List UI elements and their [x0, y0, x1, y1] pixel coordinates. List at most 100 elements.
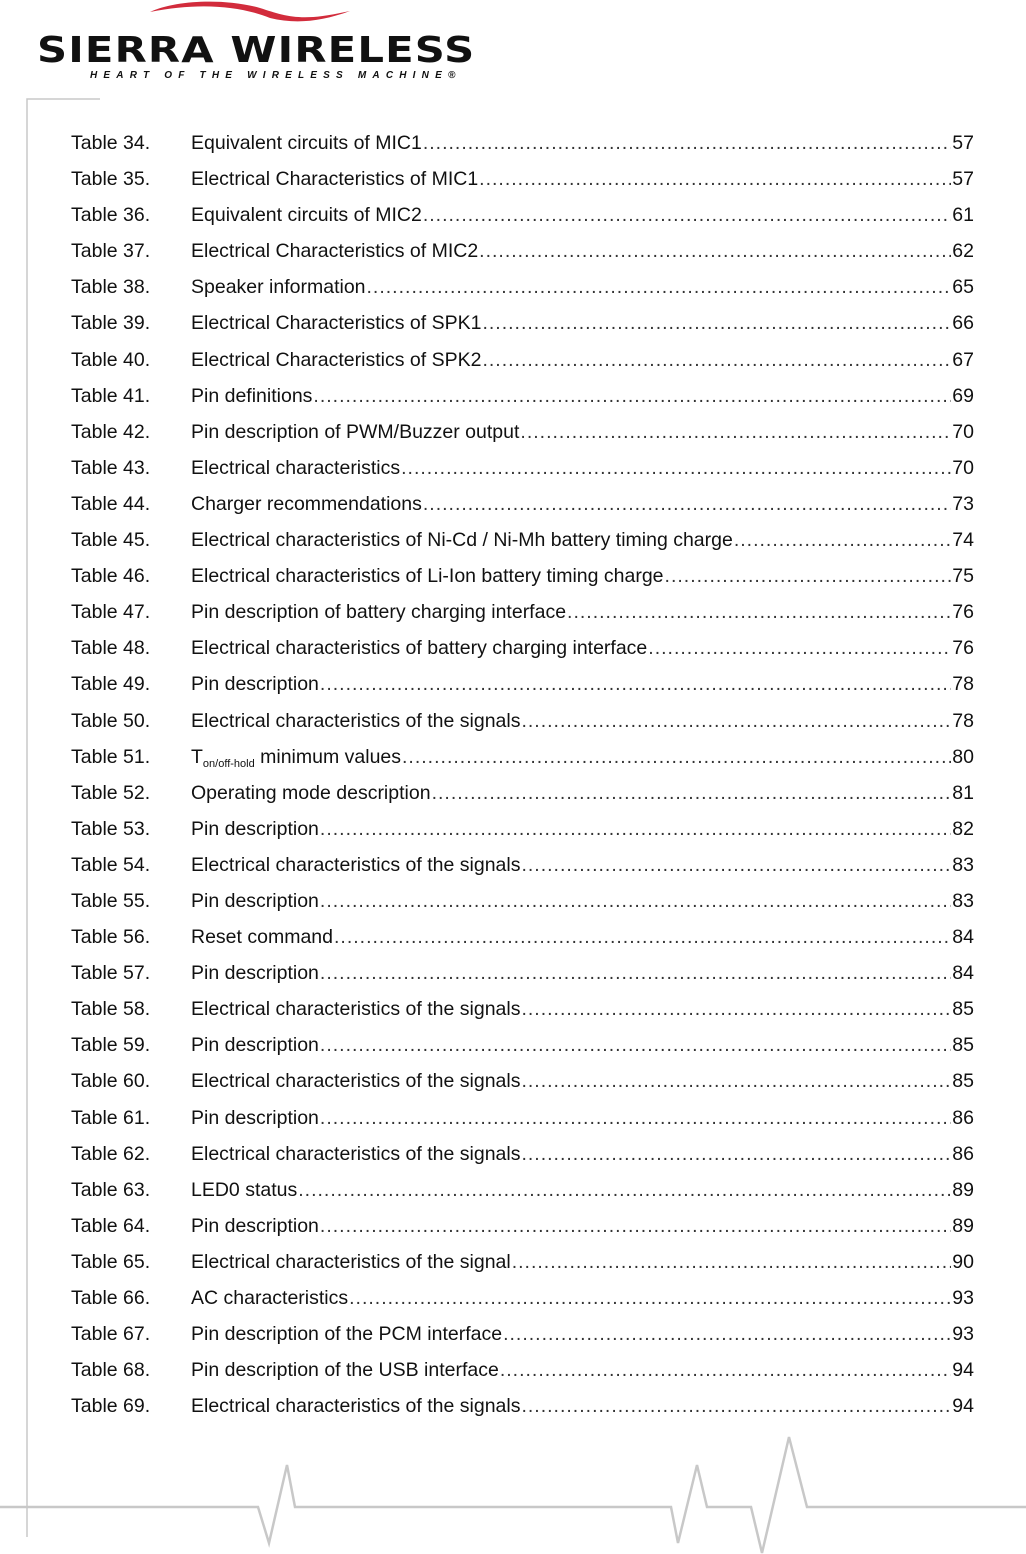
toc-entry[interactable]: Table 37. Electrical Characteristics of M… — [71, 240, 974, 276]
toc-entry[interactable]: Table 56. Reset command..................… — [71, 926, 974, 962]
toc-entry-page: 57 — [952, 132, 974, 154]
toc-entry-label: Table 46. — [71, 565, 151, 588]
toc-entry-label: Table 67. — [71, 1323, 151, 1346]
toc-entry[interactable]: Table 40. Electrical Characteristics of S… — [71, 349, 974, 385]
toc-entry-title: LED0 status — [191, 1179, 297, 1202]
toc-entry[interactable]: Table 45. Electrical characteristics of N… — [71, 529, 974, 565]
dot-leader: ........................................… — [521, 1142, 952, 1165]
toc-entry-page: 66 — [952, 312, 974, 335]
dot-leader: ........................................… — [499, 1359, 952, 1382]
toc-entry-page: 86 — [952, 1106, 974, 1129]
toc-entry[interactable]: Table 48. Electrical characteristics of b… — [71, 637, 974, 673]
toc-entry[interactable]: Table 34. Equivalent circuits of MIC1....… — [71, 132, 974, 168]
toc-entry[interactable]: Table 43. Electrical characteristics ....… — [71, 457, 974, 493]
toc-entry[interactable]: Table 42. Pin description of PWM/Buzzer o… — [71, 421, 974, 457]
toc-entry-title-text: Pin description — [191, 673, 319, 696]
toc-entry[interactable]: Table 41. Pin definitions................… — [71, 385, 974, 421]
dot-leader: ........................................… — [319, 1106, 951, 1129]
toc-entry-page: 85 — [952, 1070, 974, 1093]
toc-entry-label: Table 40. — [71, 348, 151, 371]
toc-entry[interactable]: Table 53. Pin description................… — [71, 818, 974, 854]
toc-entry-page: 69 — [952, 384, 974, 407]
toc-entry-page: 62 — [952, 240, 974, 263]
toc-entry-title-text: Reset command — [191, 926, 333, 949]
toc-entry[interactable]: Table 49. Pin description................… — [71, 673, 974, 709]
toc-entry[interactable]: Table 61. Pin description................… — [71, 1107, 974, 1143]
toc-entry-title-text: T — [191, 745, 203, 768]
toc-entry-page: 84 — [952, 962, 974, 985]
toc-entry[interactable]: Table 59. Pin description................… — [71, 1034, 974, 1070]
toc-entry-title-text: Electrical characteristics of Li-Ion bat… — [191, 565, 664, 588]
toc-entry[interactable]: Table 44. Charger recommendations........… — [71, 493, 974, 529]
toc-entry[interactable]: Table 68. Pin description of the USB inte… — [71, 1359, 974, 1395]
toc-entry[interactable]: Table 55. Pin description................… — [71, 890, 974, 926]
dot-leader: ........................................… — [319, 673, 951, 696]
toc-entry-title-text: Electrical Characteristics of MIC1 — [191, 168, 479, 191]
toc-entry-label: Table 50. — [71, 709, 151, 732]
toc-entry[interactable]: Table 69. Electrical characteristics of t… — [71, 1395, 974, 1431]
toc-entry[interactable]: Table 62. Electrical characteristics of t… — [71, 1143, 974, 1179]
toc-entry[interactable]: Table 57. Pin description................… — [71, 962, 974, 998]
toc-entry-label: Table 60. — [71, 1070, 151, 1093]
toc-entry-label: Table 66. — [71, 1287, 151, 1309]
toc-entry-page: 81 — [952, 781, 974, 804]
dot-leader: ........................................… — [422, 204, 951, 227]
toc-entry[interactable]: Table 67. Pin description of the PCM inte… — [71, 1323, 974, 1359]
toc-entry-label: Table 44. — [71, 492, 151, 515]
toc-entry-label: Table 34. — [71, 132, 151, 154]
toc-entry-title: Electrical characteristics of the signal… — [191, 998, 520, 1021]
toc-entry-page: 85 — [952, 1034, 974, 1057]
toc-entry[interactable]: Table 35. Electrical Characteristics of M… — [71, 168, 974, 204]
toc-entry[interactable]: Table 63. LED0 status ...................… — [71, 1179, 974, 1215]
toc-entry[interactable]: Table 47. Pin description of battery char… — [71, 601, 974, 637]
toc-entry[interactable]: Table 54. Electrical characteristics of t… — [71, 854, 974, 890]
list-of-tables: Table 34. Equivalent circuits of MIC1....… — [71, 132, 974, 1431]
toc-entry-page: 89 — [952, 1214, 974, 1237]
toc-entry-title-text: Speaker information — [191, 276, 366, 299]
toc-entry-title: Pin description — [191, 673, 319, 696]
toc-entry-title-text: Electrical characteristics of the signal… — [191, 998, 521, 1021]
toc-entry-label: Table 58. — [71, 998, 151, 1021]
toc-entry-label: Table 48. — [71, 637, 151, 660]
toc-entry-title: Electrical characteristics of the signal… — [191, 1070, 520, 1093]
toc-entry-title: Electrical characteristics of Ni-Cd / Ni… — [191, 529, 733, 552]
toc-entry-page: 78 — [952, 673, 974, 696]
toc-entry-label: Table 38. — [71, 276, 151, 299]
toc-entry-title: Electrical characteristics of the signal… — [191, 854, 520, 877]
toc-entry-title: Electrical characteristics of Li-Ion bat… — [191, 565, 664, 588]
toc-entry[interactable]: Table 58. Electrical characteristics of t… — [71, 998, 974, 1034]
toc-entry-title: Electrical Characteristics of MIC2 — [191, 240, 478, 263]
toc-entry-label: Table 52. — [71, 781, 151, 804]
toc-entry-title: Pin description — [191, 1107, 319, 1130]
toc-entry-title: Pin description of the USB interface — [191, 1359, 499, 1382]
dot-leader: ........................................… — [567, 601, 952, 624]
toc-entry[interactable]: Table 50. Electrical characteristics of t… — [71, 710, 974, 746]
toc-entry[interactable]: Table 39. Electrical Characteristics of S… — [71, 312, 974, 348]
toc-entry-page: 74 — [952, 529, 974, 552]
toc-entry[interactable]: Table 65. Electrical characteristics of t… — [71, 1251, 974, 1287]
toc-entry-title-text: Electrical Characteristics of SPK1 — [191, 312, 482, 335]
dot-leader: ........................................… — [479, 240, 952, 263]
toc-entry-title-text: Pin definitions — [191, 384, 313, 407]
toc-entry[interactable]: Table 64. Pin description................… — [71, 1215, 974, 1251]
toc-entry-title: Electrical Characteristics of MIC1 — [191, 168, 478, 191]
toc-entry[interactable]: Table 38. Speaker information............… — [71, 276, 974, 312]
toc-entry-page: 90 — [952, 1250, 974, 1273]
toc-entry-title: Pin description of PWM/Buzzer output — [191, 421, 519, 444]
toc-entry[interactable]: Table 52. Operating mode description.....… — [71, 782, 974, 818]
brand-tagline: HEART OF THE WIRELESS MACHINE® — [90, 70, 462, 81]
dot-leader: ........................................… — [521, 709, 952, 732]
toc-entry[interactable]: Table 60. Electrical characteristics of t… — [71, 1070, 974, 1106]
toc-entry[interactable]: Table 51. Ton/off-hold minimum values....… — [71, 746, 974, 782]
toc-entry[interactable]: Table 36. Equivalent circuits of MIC2....… — [71, 204, 974, 240]
toc-entry-title-text: AC characteristics — [191, 1287, 349, 1309]
toc-entry-label: Table 63. — [71, 1178, 151, 1201]
logo-swoosh — [150, 1, 350, 22]
toc-entry-title-text: Pin description of battery charging inte… — [191, 601, 567, 624]
toc-entry[interactable]: Table 66. AC characteristics.............… — [71, 1287, 974, 1323]
toc-entry-page: 89 — [952, 1178, 974, 1201]
toc-entry-page: 75 — [952, 565, 974, 588]
toc-entry-page: 93 — [952, 1287, 974, 1309]
toc-entry[interactable]: Table 46. Electrical characteristics of L… — [71, 565, 974, 601]
